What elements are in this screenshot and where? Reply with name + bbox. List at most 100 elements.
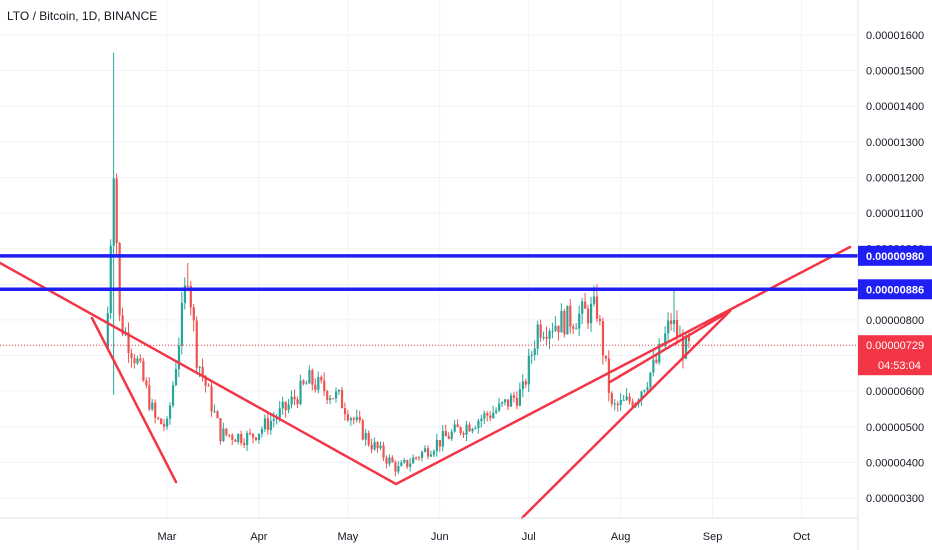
candle-body bbox=[595, 296, 599, 319]
trendline[interactable] bbox=[394, 245, 852, 486]
candle-body bbox=[281, 401, 284, 409]
candle-body bbox=[566, 305, 569, 335]
candle-body bbox=[542, 337, 545, 339]
candle-body bbox=[530, 354, 533, 356]
candle-body bbox=[112, 178, 115, 246]
level-price-label: 0.00000886 bbox=[866, 284, 924, 296]
candle-body bbox=[483, 413, 486, 419]
candle-body bbox=[311, 370, 314, 385]
candle-body bbox=[536, 324, 539, 349]
candle-body bbox=[477, 420, 480, 428]
candle-body bbox=[619, 399, 622, 406]
candle-body bbox=[349, 418, 353, 421]
candle-body bbox=[326, 391, 329, 401]
candle-body bbox=[228, 434, 231, 436]
candle-body bbox=[673, 320, 676, 325]
candle-body bbox=[139, 358, 142, 361]
trendline[interactable] bbox=[0, 261, 398, 486]
price-axis: 0.00001600 0.00001500 0.00001400 0.00001300… bbox=[857, 0, 932, 550]
candle-body bbox=[453, 424, 456, 432]
candle-body bbox=[260, 429, 264, 434]
candle-body bbox=[465, 424, 468, 435]
candle-body bbox=[403, 459, 406, 463]
candle-body bbox=[237, 433, 240, 442]
level-price-tag bbox=[858, 279, 932, 300]
candle-body bbox=[581, 301, 584, 314]
candle-body bbox=[509, 395, 513, 407]
candle-body bbox=[512, 395, 516, 398]
y-tick-label: 0.00000300 bbox=[866, 493, 924, 505]
x-tick-label: Oct bbox=[793, 531, 810, 543]
candle-body bbox=[335, 391, 338, 399]
y-tick-label: 0.00000800 bbox=[866, 315, 924, 327]
y-tick-label: 0.00001500 bbox=[866, 66, 924, 78]
candle-body bbox=[246, 433, 249, 446]
candle-body bbox=[681, 335, 685, 359]
candle-body bbox=[622, 399, 625, 401]
candle-body bbox=[613, 403, 616, 405]
candle-body bbox=[186, 285, 189, 287]
candle-body bbox=[589, 303, 593, 324]
candle-body bbox=[308, 370, 311, 384]
candle-body bbox=[234, 439, 237, 442]
candle-body bbox=[207, 385, 210, 387]
candle-body bbox=[278, 408, 281, 418]
candle-body bbox=[655, 359, 658, 363]
candle-body bbox=[305, 383, 308, 385]
grid-lines bbox=[0, 0, 858, 518]
candle-body bbox=[521, 381, 524, 390]
x-tick-label: May bbox=[337, 531, 358, 543]
trendline[interactable] bbox=[608, 309, 732, 384]
candle-body bbox=[257, 433, 261, 440]
candle-body bbox=[575, 328, 578, 330]
candle-body bbox=[607, 358, 610, 394]
candle-body bbox=[432, 451, 436, 455]
candle-body bbox=[643, 390, 646, 392]
chart-title: LTO / Bitcoin, 1D, BINANCE bbox=[7, 9, 158, 23]
candle-body bbox=[435, 440, 439, 452]
candle-body bbox=[631, 401, 634, 407]
candle-body bbox=[459, 427, 462, 434]
candle-body bbox=[323, 380, 326, 392]
candle-body bbox=[367, 432, 370, 445]
candle-body bbox=[592, 296, 596, 304]
candle-body bbox=[269, 420, 272, 431]
candle-body bbox=[450, 431, 453, 439]
trendline[interactable] bbox=[90, 316, 178, 484]
candle-body bbox=[418, 457, 421, 459]
x-tick-label: Jun bbox=[431, 531, 449, 543]
candle-body bbox=[222, 428, 225, 442]
candle-body bbox=[213, 411, 216, 413]
candle-body bbox=[204, 376, 207, 386]
candle-body bbox=[557, 325, 560, 333]
candle-body bbox=[189, 285, 192, 308]
candle-body bbox=[420, 451, 424, 458]
y-tick-label: 0.00000600 bbox=[866, 386, 924, 398]
candle-body bbox=[625, 396, 628, 400]
y-tick-label: 0.00001300 bbox=[866, 137, 924, 149]
candle-body bbox=[667, 320, 670, 334]
trendline[interactable] bbox=[520, 309, 732, 520]
candle-body bbox=[610, 393, 613, 404]
candle-body bbox=[171, 385, 175, 406]
candle-body bbox=[474, 427, 477, 429]
candle-body bbox=[296, 399, 299, 405]
candle-body bbox=[409, 463, 412, 467]
candle-body bbox=[438, 440, 441, 447]
candle-body bbox=[598, 318, 602, 321]
candle-body bbox=[394, 462, 397, 472]
candle-body bbox=[664, 333, 667, 347]
candle-body bbox=[527, 355, 530, 385]
candle-body bbox=[240, 433, 243, 443]
candle-body bbox=[151, 402, 154, 410]
candle-body bbox=[166, 418, 169, 427]
candle-body bbox=[130, 353, 133, 359]
x-tick-label: Jul bbox=[522, 531, 536, 543]
candle-body bbox=[364, 432, 367, 440]
candle-body bbox=[337, 390, 341, 392]
y-tick-label: 0.00000500 bbox=[866, 422, 924, 434]
candle-body bbox=[391, 457, 394, 463]
candle-body bbox=[210, 386, 213, 412]
candle-body bbox=[352, 418, 355, 420]
level-price-label: 0.00000980 bbox=[866, 251, 924, 263]
